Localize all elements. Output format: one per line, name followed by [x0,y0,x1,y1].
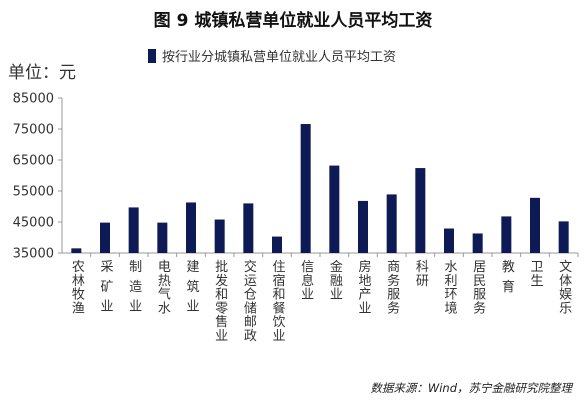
y-tick-label: 75000 [13,123,54,138]
x-category-label: 金融业 [330,259,343,303]
x-category-label: 房地产业 [358,259,371,316]
x-category-label: 住宿和餐饮业 [272,260,285,344]
x-category-label: 采 矿 业 [100,260,113,315]
bar [214,219,225,253]
bar [243,203,254,253]
y-tick-label: 65000 [13,154,54,169]
x-category-label: 商务服务 [387,260,400,316]
legend-swatch [148,48,156,63]
bar [71,248,82,253]
bar [272,236,282,253]
chart-title: 图 9 城镇私营单位就业人员平均工资 [153,11,433,31]
y-tick-label: 35000 [13,247,54,262]
x-category-label: 卫生 [530,260,543,289]
bar [329,165,340,253]
x-category-label: 电热气水 [158,260,171,316]
x-category-label: 文体娱乐 [559,260,572,316]
bar [386,194,397,253]
bar [530,197,540,253]
y-tick-label: 45000 [13,216,54,231]
bar [300,124,311,253]
x-category-label: 建 筑 业 [186,260,199,315]
bar [558,221,569,253]
x-category-label: 科研 [416,260,429,289]
bar [415,168,426,253]
x-category-label: 交运仓储邮政 [244,259,257,344]
bar [157,222,168,253]
x-category-label: 批发和零售业 [215,260,228,344]
bar [472,233,483,253]
bar [501,216,512,253]
legend-label: 按行业分城镇私营单位就业人员平均工资 [162,50,397,65]
y-tick-label: 55000 [13,185,54,200]
bar [358,200,368,253]
bar [444,228,454,253]
unit-label: 单位：元 [8,63,76,83]
y-tick-label: 85000 [13,92,54,107]
x-category-label: 教 育 [502,259,515,295]
source-note: 数据来源：Wind，苏宁金融研究院整理 [370,381,572,395]
bar [128,207,139,253]
x-category-label: 制 造 业 [129,260,142,315]
bar [100,222,110,253]
x-category-label: 居民服务 [473,260,486,316]
bar [186,202,196,253]
x-category-label: 信息业 [301,260,314,303]
x-category-label: 农林牧渔 [72,260,85,316]
legend: 按行业分城镇私营单位就业人员平均工资 [148,46,396,65]
x-category-label: 水利环境 [444,260,457,316]
